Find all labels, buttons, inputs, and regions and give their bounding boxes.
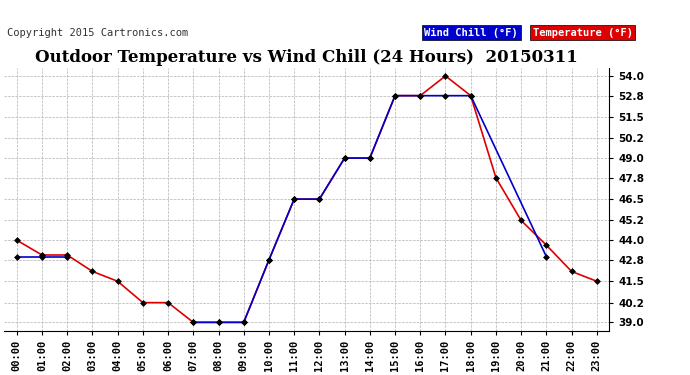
Text: Temperature (°F): Temperature (°F) [533, 28, 633, 38]
Title: Outdoor Temperature vs Wind Chill (24 Hours)  20150311: Outdoor Temperature vs Wind Chill (24 Ho… [35, 49, 578, 66]
Text: Copyright 2015 Cartronics.com: Copyright 2015 Cartronics.com [7, 28, 188, 38]
Text: Wind Chill (°F): Wind Chill (°F) [424, 28, 518, 38]
